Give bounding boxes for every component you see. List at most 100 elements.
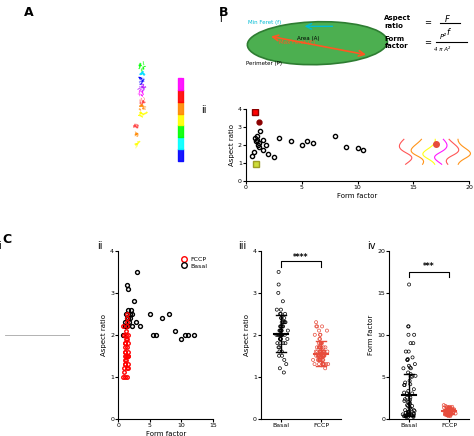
Point bbox=[407, 394, 414, 401]
Point bbox=[449, 409, 456, 416]
Point bbox=[441, 411, 449, 418]
Point bbox=[446, 405, 453, 412]
Point bbox=[443, 411, 451, 418]
Point bbox=[410, 412, 417, 419]
Point bbox=[446, 409, 454, 416]
Point bbox=[316, 335, 324, 342]
Point bbox=[317, 340, 325, 347]
Point bbox=[445, 409, 453, 416]
Point bbox=[406, 404, 414, 411]
Point bbox=[281, 356, 288, 363]
Point bbox=[320, 352, 328, 359]
Point bbox=[275, 331, 283, 338]
Text: ratio: ratio bbox=[384, 23, 403, 29]
Point bbox=[410, 340, 417, 347]
Point bbox=[407, 381, 414, 388]
Point bbox=[318, 348, 325, 355]
Point bbox=[277, 331, 285, 338]
Point bbox=[275, 352, 283, 359]
X-axis label: Form factor: Form factor bbox=[337, 193, 378, 198]
Point bbox=[315, 361, 323, 368]
Point bbox=[279, 323, 286, 330]
Point bbox=[410, 411, 418, 418]
Point bbox=[403, 394, 411, 401]
Point bbox=[445, 412, 453, 419]
Point bbox=[445, 409, 453, 416]
Point bbox=[447, 407, 455, 414]
Point bbox=[447, 411, 455, 418]
Point bbox=[314, 352, 322, 359]
Point bbox=[319, 352, 327, 359]
Point bbox=[276, 323, 284, 330]
Ellipse shape bbox=[33, 387, 34, 390]
Point bbox=[316, 356, 324, 363]
Point bbox=[319, 356, 326, 363]
Text: ****: **** bbox=[293, 253, 309, 262]
Ellipse shape bbox=[14, 374, 15, 376]
Point bbox=[278, 352, 286, 359]
Ellipse shape bbox=[36, 356, 38, 360]
Point bbox=[441, 411, 449, 418]
Text: A: A bbox=[24, 7, 34, 19]
Point bbox=[411, 361, 419, 368]
Text: Object
number: Object number bbox=[177, 61, 185, 77]
Point bbox=[322, 361, 330, 368]
Point bbox=[320, 348, 328, 355]
Point bbox=[319, 356, 327, 363]
Point bbox=[444, 412, 451, 419]
Ellipse shape bbox=[15, 359, 17, 363]
Point bbox=[401, 398, 408, 405]
Point bbox=[317, 348, 325, 355]
Point bbox=[316, 344, 323, 351]
Point bbox=[412, 372, 419, 379]
Text: # FCCP: # FCCP bbox=[8, 340, 26, 345]
Point bbox=[319, 361, 327, 368]
Point bbox=[405, 409, 412, 416]
Point bbox=[402, 409, 410, 416]
Point bbox=[310, 356, 317, 363]
Point bbox=[319, 356, 327, 363]
Point bbox=[406, 397, 414, 404]
Point bbox=[319, 361, 327, 368]
Point bbox=[447, 410, 454, 417]
Point bbox=[447, 412, 454, 419]
Point bbox=[314, 352, 321, 359]
Point bbox=[280, 369, 288, 376]
Point bbox=[405, 331, 412, 338]
Point bbox=[446, 409, 454, 416]
Point bbox=[445, 411, 452, 418]
Point bbox=[319, 352, 327, 359]
Text: Min Feret (f): Min Feret (f) bbox=[248, 20, 282, 25]
Point bbox=[446, 403, 453, 410]
Point bbox=[407, 371, 414, 378]
Point bbox=[442, 409, 449, 416]
Point bbox=[320, 352, 328, 359]
Point bbox=[405, 281, 413, 288]
Point bbox=[279, 298, 287, 305]
Point bbox=[450, 406, 458, 413]
Point bbox=[319, 361, 327, 368]
Point bbox=[448, 406, 456, 413]
Ellipse shape bbox=[55, 356, 56, 358]
Point bbox=[320, 348, 328, 355]
Point bbox=[444, 408, 452, 415]
Point bbox=[317, 348, 324, 355]
Point bbox=[407, 340, 414, 347]
Ellipse shape bbox=[18, 344, 19, 347]
Point bbox=[320, 344, 328, 351]
Point bbox=[444, 408, 452, 415]
Point bbox=[281, 319, 289, 326]
Point bbox=[278, 314, 285, 321]
Point bbox=[282, 340, 289, 347]
Point bbox=[447, 407, 455, 414]
Y-axis label: Aspect ratio: Aspect ratio bbox=[244, 314, 250, 356]
Point bbox=[404, 402, 412, 409]
Point bbox=[278, 323, 285, 330]
Point bbox=[323, 327, 331, 334]
Point bbox=[274, 331, 282, 338]
Point bbox=[276, 327, 284, 334]
Point bbox=[406, 405, 413, 412]
Point bbox=[402, 413, 410, 420]
Point bbox=[405, 411, 412, 418]
Text: B: B bbox=[219, 6, 228, 19]
